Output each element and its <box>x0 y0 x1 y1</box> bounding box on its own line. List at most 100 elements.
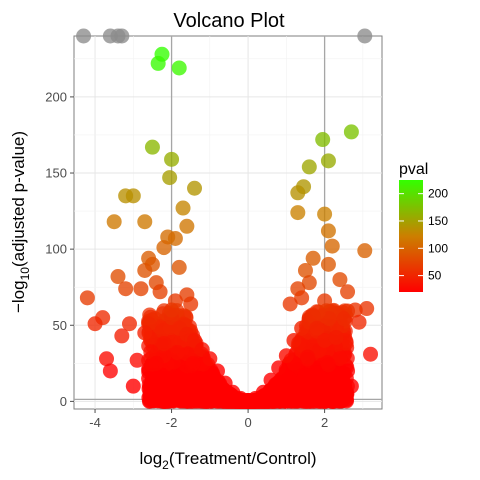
legend-title: pval <box>399 161 428 178</box>
y-tick-label: 0 <box>60 394 67 409</box>
y-axis-label: −log10(adjusted p-value) <box>9 131 32 313</box>
data-point <box>290 205 306 221</box>
data-point <box>332 272 348 288</box>
data-point <box>294 290 310 306</box>
y-tick-label: 50 <box>53 318 67 333</box>
data-point <box>332 351 348 367</box>
data-point <box>179 218 195 234</box>
cloud-point <box>255 384 271 400</box>
color-legend: pval 50 100 150 200 <box>399 161 448 292</box>
data-point <box>320 357 336 373</box>
data-point <box>183 296 199 312</box>
data-point <box>106 214 122 230</box>
data-point <box>359 301 375 317</box>
cloud-point <box>125 378 141 394</box>
cloud-point <box>193 391 209 407</box>
cloud-point <box>271 360 287 376</box>
data-point <box>125 188 141 204</box>
data-point <box>340 363 356 379</box>
data-point <box>167 293 183 309</box>
cloud-point <box>143 344 159 360</box>
cloud-point <box>185 356 201 372</box>
data-point <box>297 262 313 278</box>
data-point <box>99 351 115 367</box>
cloud-point <box>169 345 185 361</box>
data-point <box>114 328 130 344</box>
legend-tick-label: 200 <box>428 187 448 201</box>
data-point <box>357 243 373 259</box>
x-tick-label: 2 <box>321 415 328 430</box>
y-axis-label-sub: 10 <box>18 267 32 281</box>
legend-ticks: 50 100 150 200 <box>399 187 448 283</box>
data-point <box>167 230 183 246</box>
cloud-point <box>179 392 195 408</box>
cloud-point <box>215 392 231 408</box>
data-point <box>317 293 333 309</box>
cloud-point <box>321 311 337 327</box>
y-tick-label: 200 <box>45 89 67 104</box>
cloud-point <box>317 332 333 348</box>
cloud-point <box>296 386 312 402</box>
data-point <box>315 132 331 148</box>
data-point <box>171 259 187 275</box>
data-point <box>305 250 321 266</box>
cloud-point <box>286 332 302 348</box>
data-point <box>324 238 340 254</box>
data-point <box>164 151 180 167</box>
data-point <box>363 346 379 362</box>
data-point <box>305 308 321 324</box>
data-point <box>340 284 356 300</box>
points <box>76 28 379 379</box>
cloud-point <box>141 371 157 387</box>
legend-tick-label: 50 <box>428 269 442 283</box>
legend-colorbar <box>399 180 423 292</box>
capped-point <box>357 28 373 44</box>
cloud-point <box>336 311 352 327</box>
data-point <box>129 352 145 368</box>
cloud-point <box>323 393 339 409</box>
data-point <box>328 329 344 345</box>
data-point <box>162 170 178 186</box>
legend-tick-label: 150 <box>428 214 448 228</box>
cloud-point <box>160 390 176 406</box>
x-axis-label-prefix: log <box>139 449 162 468</box>
x-axis-label-sub: 2 <box>162 458 169 472</box>
data-point <box>137 262 153 278</box>
cloud-point <box>280 380 296 396</box>
cloud-point <box>202 351 218 367</box>
cloud-point <box>263 372 279 388</box>
data-point <box>137 214 153 230</box>
y-tick-label: 150 <box>45 166 67 181</box>
data-point <box>282 296 298 312</box>
data-point <box>156 240 172 256</box>
data-point <box>309 320 325 336</box>
data-point <box>133 281 149 297</box>
data-point <box>343 124 359 140</box>
data-point <box>171 60 187 76</box>
y-axis-label-body: (adjusted p-value) <box>9 131 28 267</box>
x-axis-label: log2(Treatment/Control) <box>139 449 316 472</box>
x-axis-label-body: (Treatment/Control) <box>169 449 317 468</box>
data-point <box>347 302 363 318</box>
y-tick-label: 100 <box>45 242 67 257</box>
x-tick-label: -4 <box>89 415 101 430</box>
data-point <box>121 316 137 332</box>
cloud-point <box>343 378 359 394</box>
data-point <box>79 290 95 306</box>
data-point <box>290 185 306 201</box>
cloud-point <box>209 363 225 379</box>
data-point <box>137 325 153 341</box>
x-tick-label: 0 <box>244 415 251 430</box>
data-point <box>110 269 126 285</box>
data-point <box>144 139 160 155</box>
data-point <box>317 206 333 222</box>
chart-title: Volcano Plot <box>173 10 285 32</box>
data-point <box>320 153 336 169</box>
data-point <box>320 223 336 239</box>
data-point <box>152 284 168 300</box>
cloud-point <box>171 370 187 386</box>
data-point <box>301 159 317 175</box>
cloud-point <box>298 370 314 386</box>
y-axis-label-prefix: −log <box>9 280 28 313</box>
